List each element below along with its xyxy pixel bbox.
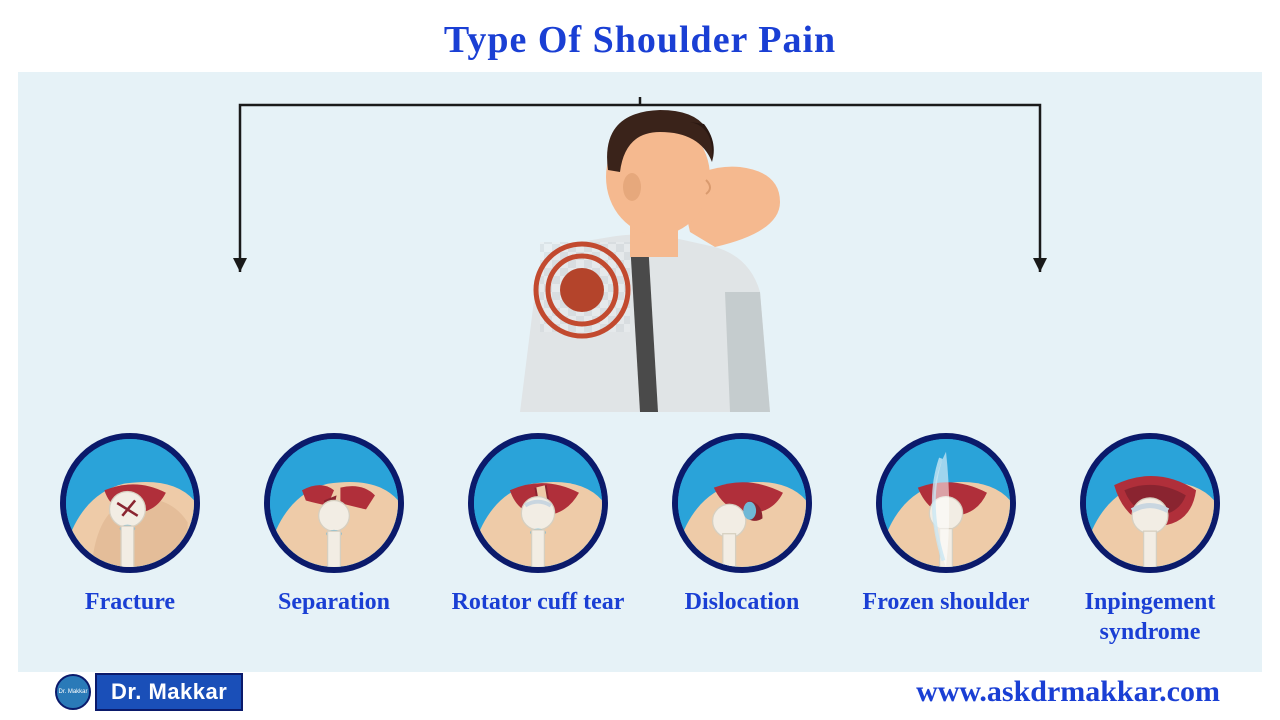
- type-impingement-icon: [1080, 433, 1220, 573]
- brand-name: Dr. Makkar: [95, 673, 243, 711]
- brand-logo: Dr. Makkar Dr. Makkar: [55, 673, 243, 711]
- type-dislocation: Dislocation: [645, 433, 840, 617]
- type-fracture-label: Fracture: [85, 587, 175, 617]
- footer: Dr. Makkar Dr. Makkar www.askdrmakkar.co…: [0, 670, 1280, 714]
- type-impingement-label: Inpingement syndrome: [1053, 587, 1248, 647]
- types-row: Fracture Separation: [18, 433, 1262, 647]
- brand-badge-icon: Dr. Makkar: [55, 674, 91, 710]
- type-frozen-icon: [876, 433, 1016, 573]
- type-rotator: Rotator cuff tear: [441, 433, 636, 617]
- type-separation-label: Separation: [278, 587, 390, 617]
- type-rotator-label: Rotator cuff tear: [452, 587, 625, 617]
- type-frozen: Frozen shoulder: [849, 433, 1044, 617]
- type-fracture-icon: [60, 433, 200, 573]
- infographic-panel: Fracture Separation: [18, 72, 1262, 672]
- pain-target-icon: [536, 244, 628, 336]
- type-rotator-icon: [468, 433, 608, 573]
- type-dislocation-icon: [672, 433, 812, 573]
- type-frozen-label: Frozen shoulder: [863, 587, 1030, 617]
- type-separation-icon: [264, 433, 404, 573]
- site-url: www.askdrmakkar.com: [916, 675, 1220, 709]
- page-title: Type Of Shoulder Pain: [0, 0, 1280, 72]
- person-figure: [480, 92, 800, 412]
- type-fracture: Fracture: [33, 433, 228, 617]
- type-separation: Separation: [237, 433, 432, 617]
- type-dislocation-label: Dislocation: [685, 587, 800, 617]
- type-impingement: Inpingement syndrome: [1053, 433, 1248, 647]
